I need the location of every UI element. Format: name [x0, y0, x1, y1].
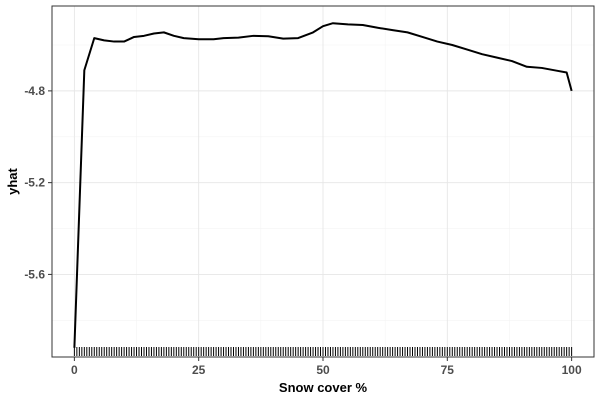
x-tick-label: 100	[562, 363, 582, 377]
y-tick-label: -5.6	[24, 267, 45, 281]
x-tick-label: 0	[71, 363, 78, 377]
y-tick-label: -4.8	[24, 84, 45, 98]
series-line	[73, 22, 573, 348]
y-axis-title: yhat	[5, 167, 20, 194]
x-axis: 0 25 50 75 100	[71, 357, 582, 377]
x-tick-label: 50	[316, 363, 330, 377]
y-tick-label: -5.2	[24, 176, 45, 190]
y-axis: -5.6 -5.2 -4.8	[24, 84, 52, 281]
x-axis-title: Snow cover %	[279, 380, 368, 395]
x-tick-label: 25	[192, 363, 206, 377]
grid	[52, 6, 594, 357]
rug	[73, 347, 573, 356]
x-tick-label: 75	[441, 363, 455, 377]
